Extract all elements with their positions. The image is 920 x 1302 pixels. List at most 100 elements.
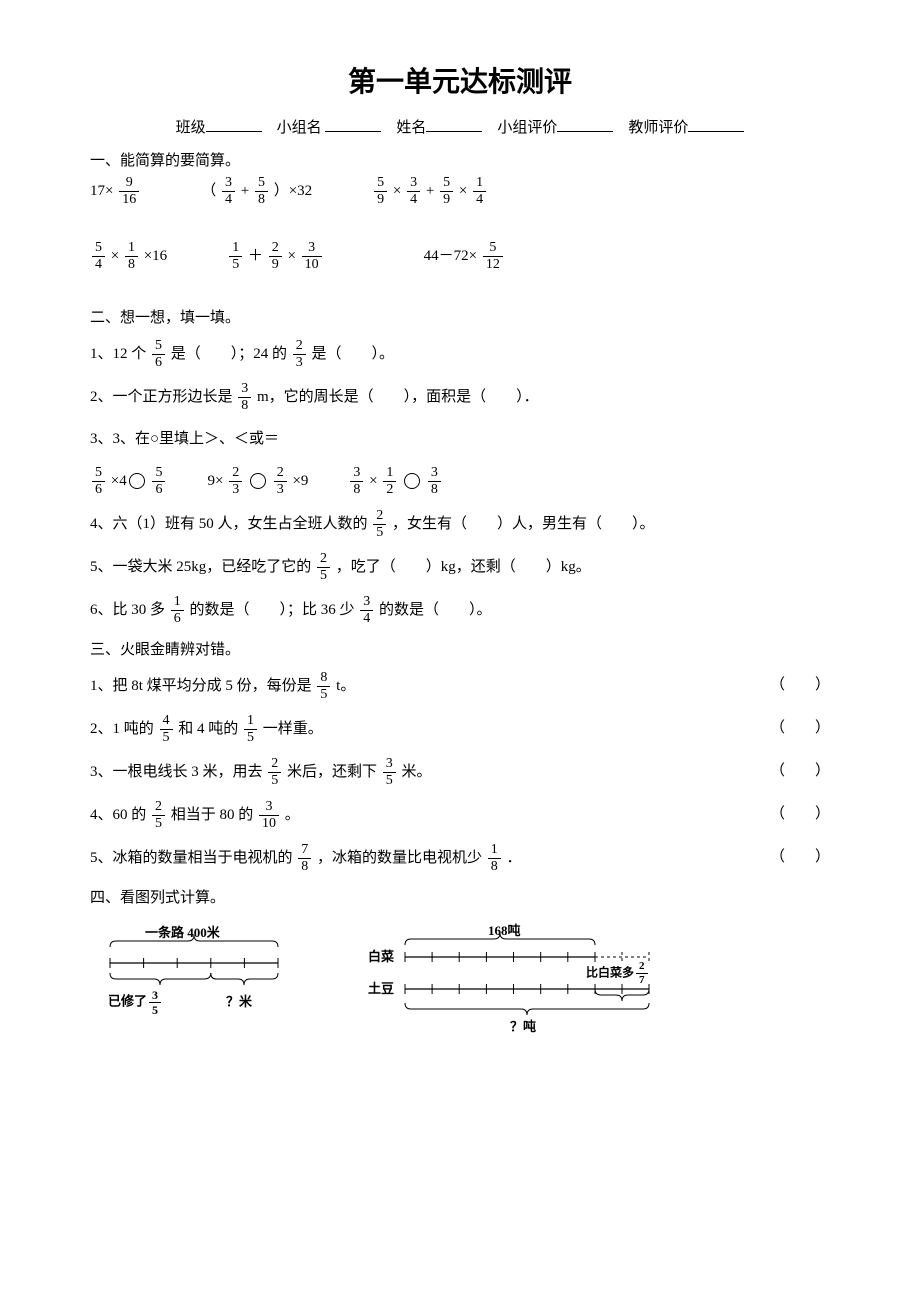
fraction: 56 (152, 466, 165, 497)
fraction: 310 (259, 800, 279, 831)
compare-3: 38 × 12 38 (348, 466, 442, 497)
d1-left-label: 已修了35 (108, 989, 163, 1016)
s3-q3: 3、一根电线长 3 米，用去 25 米后，还剩下 35 米。 （ ） (90, 757, 830, 788)
fraction: 34 (407, 176, 420, 207)
q-text: 的数是（ ）；比 36 少 (190, 601, 359, 617)
q-text: 。 (285, 806, 300, 822)
diagram-road: 一条路 400米 已修了35 ？米 (90, 923, 300, 1043)
fraction: 38 (428, 466, 441, 497)
compare-2: 9× 23 23 ×9 (207, 466, 308, 497)
expr-4: 54 × 18 ×16 (90, 241, 167, 272)
fraction: 18 (488, 843, 501, 874)
expr-text: × (111, 248, 119, 264)
expr-text: + (241, 183, 249, 199)
teacher-eval-blank[interactable] (688, 117, 744, 132)
tf-paren[interactable]: （ ） (770, 757, 830, 786)
tf-paren[interactable]: （ ） (770, 671, 830, 700)
q-text: 5、冰箱的数量相当于电视机的 (90, 849, 293, 865)
fraction: 35 (149, 989, 161, 1016)
q-text: 1、12 个 (90, 346, 150, 362)
class-blank[interactable] (206, 117, 262, 132)
q-text: t。 (336, 677, 355, 693)
tf-paren[interactable]: （ ） (770, 800, 830, 829)
expr-text: × (287, 248, 295, 264)
expr-text: + (426, 183, 434, 199)
q-text: ． (507, 849, 522, 865)
q-text: × (369, 472, 377, 488)
q-text: 是（ ）。 (312, 346, 395, 362)
q-text: ，女生有（ ）人，男生有（ ）。 (392, 515, 655, 531)
tf-paren[interactable]: （ ） (770, 714, 830, 743)
q-text: 2、1 吨的 (90, 720, 158, 736)
expr-text: × (459, 183, 467, 199)
expr-text: （ (201, 183, 216, 199)
q-text: 1、把 8t 煤平均分成 5 份，每份是 (90, 677, 315, 693)
q-text: 5、一袋大米 25kg，已经吃了它的 (90, 558, 311, 574)
name-label: 姓名 (396, 120, 426, 136)
expr-text: 44－72× (424, 248, 477, 264)
group-label: 小组名 (277, 120, 322, 136)
q-text: 3、3、在○里填上＞、＜或＝ (90, 431, 279, 447)
compare-circle[interactable] (404, 473, 420, 489)
fraction: 916 (119, 176, 139, 207)
fraction: 16 (171, 595, 184, 626)
s3-q1: 1、把 8t 煤平均分成 5 份，每份是 85 t。 （ ） (90, 671, 830, 702)
d2-label-cabbage: 白菜 (368, 949, 394, 964)
q-text: 3、一根电线长 3 米，用去 (90, 763, 266, 779)
fraction: 45 (160, 714, 173, 745)
group-blank[interactable] (325, 117, 381, 132)
fraction: 38 (238, 382, 251, 413)
page-title: 第一单元达标测评 (90, 60, 830, 100)
compare-circle[interactable] (129, 473, 145, 489)
d2-right-label: 比白菜多27 (586, 961, 650, 986)
q-text: 已修了 (108, 993, 147, 1008)
fraction: 59 (374, 176, 387, 207)
compare-1: 56 ×4 56 (90, 466, 167, 497)
q-text: ，冰箱的数量比电视机少 (317, 849, 482, 865)
fraction: 25 (152, 800, 165, 831)
q-text: ×4 (111, 472, 127, 488)
s2-q2: 2、一个正方形边长是 38 m，它的周长是（ ），面积是（ ）． (90, 382, 830, 413)
compare-circle[interactable] (250, 473, 266, 489)
d1-right-label: ？米 (226, 991, 252, 1010)
q-text: 比白菜多 (586, 965, 634, 979)
fraction: 25 (373, 509, 386, 540)
expr-text: ＋ (248, 248, 263, 264)
q-text: 米后，还剩下 (287, 763, 381, 779)
s2-q4: 4、六（1）班有 50 人，女生占全班人数的 25 ，女生有（ ）人，男生有（ … (90, 509, 830, 540)
q-text: 2、一个正方形边长是 (90, 389, 233, 405)
section-3-head: 三、火眼金睛辨对错。 (90, 638, 830, 659)
fraction: 15 (229, 241, 242, 272)
fraction: 35 (383, 757, 396, 788)
teacher-eval-label: 教师评价 (628, 120, 688, 136)
q-text: 相当于 80 的 (171, 806, 257, 822)
q-text: ，吃了（ ）kg，还剩（ ）kg。 (336, 558, 591, 574)
d2-label-potato: 土豆 (368, 981, 394, 996)
fraction: 25 (268, 757, 281, 788)
fraction: 23 (229, 466, 242, 497)
expr-text: × (393, 183, 401, 199)
d2-bottom-label: ？吨 (510, 1019, 536, 1034)
q-text: 的数是（ ）。 (379, 601, 492, 617)
q-text: 和 4 吨的 (178, 720, 242, 736)
q-text: m，它的周长是（ ），面积是（ ）． (257, 389, 539, 405)
expr-5: 15 ＋ 29 × 310 (227, 241, 323, 272)
fraction: 59 (440, 176, 453, 207)
s3-q5: 5、冰箱的数量相当于电视机的 78 ，冰箱的数量比电视机少 18 ． （ ） (90, 843, 830, 874)
fraction: 34 (222, 176, 235, 207)
q-text: 6、比 30 多 (90, 601, 169, 617)
name-blank[interactable] (426, 117, 482, 132)
s2-q1: 1、12 个 56 是（ ）；24 的 23 是（ ）。 (90, 339, 830, 370)
q-text: 米。 (402, 763, 432, 779)
q-text: 4、60 的 (90, 806, 150, 822)
q-text: ×9 (292, 472, 308, 488)
info-line: 班级 小组名 姓名 小组评价 教师评价 (90, 116, 830, 137)
s3-q2: 2、1 吨的 45 和 4 吨的 15 一样重。 （ ） (90, 714, 830, 745)
s3-q4: 4、60 的 25 相当于 80 的 310 。 （ ） (90, 800, 830, 831)
class-label: 班级 (176, 120, 206, 136)
group-eval-blank[interactable] (557, 117, 613, 132)
d2-top-label: 168吨 (488, 923, 521, 938)
q-text: 9× (207, 472, 223, 488)
q-text: 一样重。 (263, 720, 323, 736)
tf-paren[interactable]: （ ） (770, 843, 830, 872)
